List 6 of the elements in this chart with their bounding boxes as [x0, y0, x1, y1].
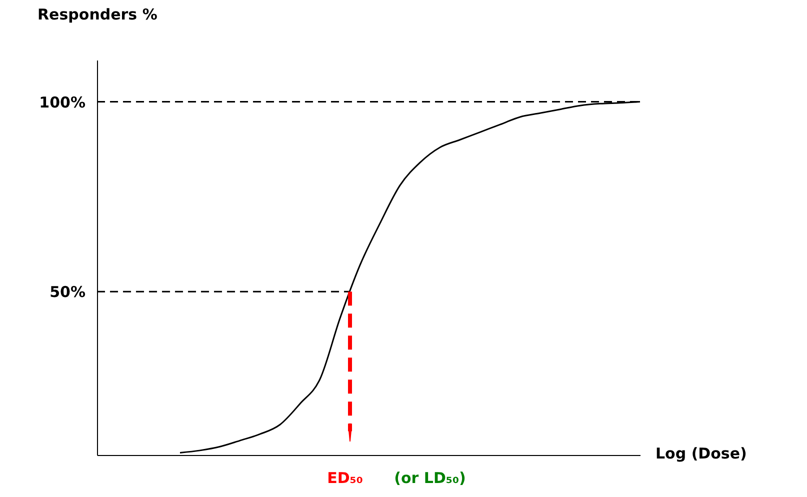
text: ED₅₀ — [327, 469, 363, 487]
y-tick-label: 50% — [50, 283, 86, 302]
text: (or LD₅₀) — [394, 469, 466, 487]
y-tick-label: 100% — [39, 93, 86, 112]
x-axis-title: Log (Dose) — [656, 444, 747, 462]
y-axis-title: Responders % — [38, 6, 158, 24]
